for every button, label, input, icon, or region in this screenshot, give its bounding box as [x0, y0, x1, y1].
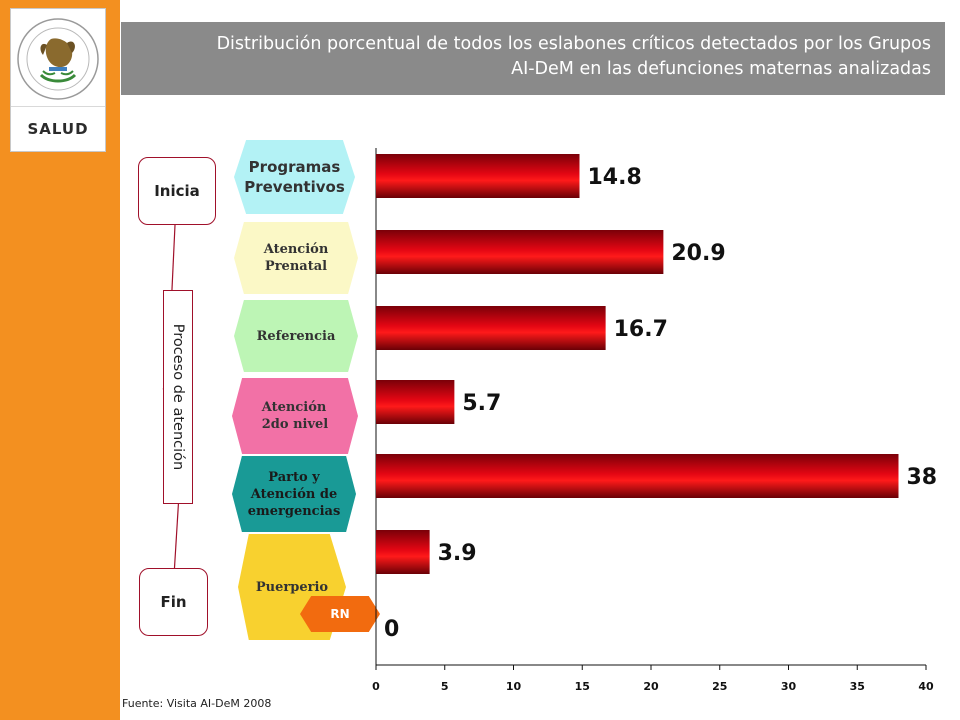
bar-value-label: 0: [384, 617, 399, 642]
stage-label-line1: Referencia: [256, 328, 336, 344]
stage-parto-emergencias: Parto y Atención de emergencias: [232, 456, 356, 532]
stage-label-line2: 2do nivel: [261, 417, 329, 432]
stage-label-line2: Prenatal: [264, 259, 328, 274]
sidebar: SALUD: [0, 0, 120, 720]
rn-badge: RN: [300, 596, 380, 632]
x-tick-label: 5: [441, 680, 449, 693]
stage-referencia: Referencia: [234, 300, 358, 372]
x-tick-label: 20: [643, 680, 659, 693]
stage-programas-preventivos: Programas Preventivos: [234, 140, 355, 214]
bar: [376, 306, 606, 350]
bar: [376, 380, 455, 424]
bar-value-label: 3.9: [438, 541, 477, 566]
end-label: Fin: [160, 593, 187, 611]
start-label: Inicia: [154, 182, 200, 200]
bar: [376, 454, 899, 498]
stage-label-line2: Preventivos: [244, 178, 345, 196]
x-tick-label: 40: [918, 680, 934, 693]
title-line-1: Distribución porcentual de todos los esl…: [216, 34, 931, 54]
bar-value-label: 16.7: [614, 317, 668, 342]
stage-label-line1: Programas: [248, 158, 341, 176]
rn-label: RN: [330, 607, 350, 621]
stage-label-line1: Atención: [261, 400, 327, 415]
x-tick-label: 25: [712, 680, 727, 693]
bar-value-label: 38: [907, 465, 938, 490]
x-tick-label: 30: [781, 680, 797, 693]
logo-label: SALUD: [11, 106, 105, 151]
x-tick-label: 15: [575, 680, 590, 693]
process-box: Proceso de atención: [163, 290, 193, 504]
end-box: Fin: [139, 568, 208, 636]
bar-value-label: 20.9: [671, 241, 725, 266]
bar-value-label: 5.7: [462, 391, 501, 416]
bar: [376, 530, 430, 574]
stage-label-line3: emergencias: [247, 503, 341, 519]
x-tick-label: 35: [850, 680, 865, 693]
bar-value-label: 14.8: [588, 165, 642, 190]
source-note: Fuente: Visita AI-DeM 2008: [122, 697, 272, 710]
stage-atencion-2do-nivel: Atención 2do nivel: [232, 378, 358, 454]
x-tick-label: 10: [506, 680, 522, 693]
stage-atencion-prenatal: Atención Prenatal: [234, 222, 358, 294]
bar: [376, 154, 580, 198]
logo-box: SALUD: [10, 8, 106, 152]
bar: [376, 230, 664, 274]
stage-label-line1: Atención: [263, 242, 329, 257]
stage-label-line2: Atención de: [250, 486, 338, 502]
x-tick-label: 0: [372, 680, 380, 693]
stage-label-line1: Puerperio: [255, 579, 329, 595]
stage-label-line1: Parto y: [268, 469, 320, 485]
coat-of-arms-icon: [17, 18, 99, 100]
slide-title: Distribución porcentual de todos los esl…: [121, 22, 945, 95]
start-box: Inicia: [138, 157, 216, 225]
title-line-2: AI-DeM en las defunciones maternas anali…: [511, 59, 931, 79]
